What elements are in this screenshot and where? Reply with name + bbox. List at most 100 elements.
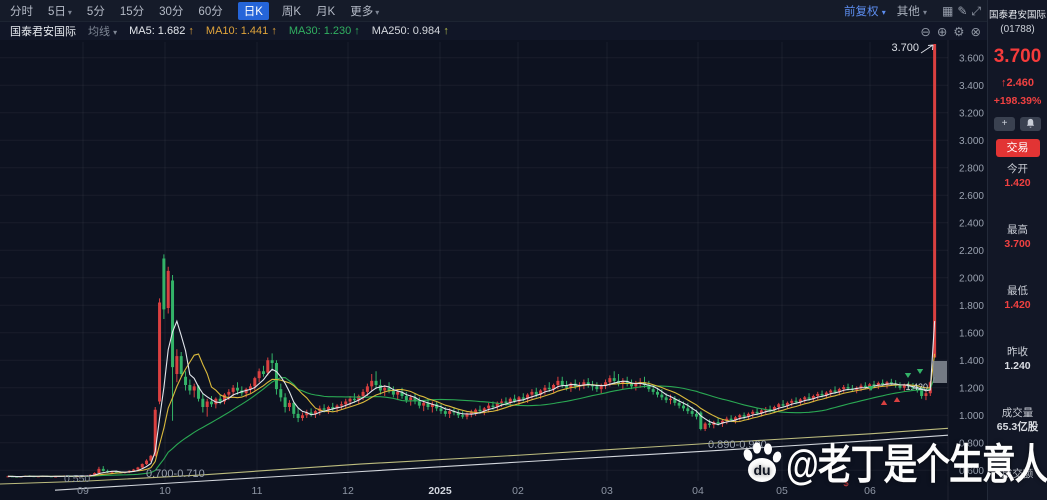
timeframe-tab-月K[interactable]: 月K	[316, 5, 336, 18]
timeframe-tab-更多[interactable]: 更多 ▾	[350, 5, 380, 18]
sidebar-stock-code: (01788)	[1000, 24, 1035, 35]
baidu-paw-icon: du	[743, 441, 782, 482]
svg-text:04: 04	[692, 485, 704, 497]
stat-label: 成交量	[1001, 407, 1034, 419]
svg-text:1.200: 1.200	[959, 383, 984, 394]
watermark: du @老丁是个生意人	[740, 431, 1047, 492]
zoom-in-icon[interactable]: ⊕	[936, 24, 948, 39]
ma30-line	[7, 377, 936, 478]
signal-marker	[867, 386, 875, 391]
svg-text:03: 03	[601, 485, 613, 497]
ma-value: MA250: 0.984 ↑	[371, 25, 449, 37]
up-arrow-icon: ↑	[271, 25, 277, 37]
stat-value: 1.240	[1004, 360, 1031, 372]
timeframe-tab-15分[interactable]: 15分	[119, 5, 145, 18]
add-watchlist-button[interactable]: +	[994, 117, 1015, 131]
stat-value: 1.420	[1004, 177, 1031, 189]
svg-text:3.000: 3.000	[959, 136, 984, 147]
chart-annotation: 0.890-0.900	[708, 439, 767, 451]
signal-marker	[880, 400, 888, 405]
stat-value: 1.420	[1004, 299, 1031, 311]
stat-label: 最低	[1007, 285, 1028, 297]
last-price: 3.700	[993, 46, 1042, 67]
signal-marker	[916, 369, 924, 374]
grid	[0, 22, 949, 500]
svg-text:2.800: 2.800	[959, 163, 984, 174]
timeframe-tab-30分[interactable]: 30分	[159, 5, 184, 18]
svg-text:2.000: 2.000	[959, 273, 984, 284]
svg-text:2.600: 2.600	[959, 191, 984, 202]
ma10-line	[7, 353, 936, 478]
trend-line	[54, 434, 949, 491]
svg-text:0.800: 0.800	[959, 438, 984, 449]
ma-legend-bar: 国泰君安国际 均线 ▾ MA5: 1.682 ↑ MA10: 1.441 ↑ MA3…	[0, 22, 987, 40]
trade-button[interactable]: 交易	[995, 139, 1040, 157]
ma-selector-dropdown[interactable]: 均线 ▾	[88, 26, 118, 38]
chevron-down-icon: ▾	[67, 7, 72, 17]
candles	[6, 44, 937, 478]
timeframe-tab-60分[interactable]: 60分	[198, 5, 223, 18]
chevron-down-icon: ▾	[375, 7, 380, 17]
quote-sidebar: 国泰君安国际 (01788) 3.700 ↑2.460 +198.39% + 交…	[987, 0, 1047, 500]
x-axis-labels: 09 10 11 12 2025 02 03 04 05 06	[77, 485, 876, 497]
chart-zoom-controls: ⊖ ⊕ ⚙ ⊗	[920, 24, 983, 39]
stat-label: 昨收	[1007, 346, 1028, 358]
expand-icon[interactable]: ⤢	[971, 3, 981, 18]
adjust-mode-dropdown[interactable]: 前复权 ▾	[844, 5, 886, 18]
ma5-line	[7, 319, 936, 478]
axis-position-box	[933, 361, 947, 383]
stat-label: 成交额	[1001, 468, 1034, 480]
signal-marker	[893, 397, 901, 402]
timeframe-tab-日K[interactable]: 日K	[237, 1, 269, 20]
ma-value: MA5: 1.682 ↑	[129, 25, 194, 37]
svg-text:1.800: 1.800	[959, 301, 984, 312]
svg-text:05: 05	[776, 485, 788, 497]
chart-annotation: 1.420	[905, 382, 928, 392]
timeframe-tab-5日[interactable]: 5日 ▾	[48, 5, 72, 18]
ma-value: MA30: 1.230 ↑	[288, 25, 360, 37]
svg-text:3.200: 3.200	[959, 108, 984, 119]
alert-bell-button[interactable]	[1020, 117, 1041, 131]
close-icon[interactable]: ⊗	[970, 24, 981, 39]
chevron-down-icon: ▾	[113, 28, 118, 37]
chart-annotation: 0.700-0.710	[146, 468, 205, 480]
timeframe-tab-分时[interactable]: 分时	[10, 5, 33, 18]
draw-tool-icon[interactable]: ✎	[957, 3, 968, 18]
y-axis-labels: 3.600 3.400 3.200 3.000 2.800 2.600 2.400 2.200…	[959, 53, 984, 477]
quote-stats: 今开 1.420 最高 3.700 最低 1.420 昨收 1.240 成交量 65.3亿股 成交额	[997, 163, 1038, 500]
svg-text:09: 09	[77, 485, 89, 497]
svg-text:du: du	[753, 462, 770, 478]
ma-value: MA10: 1.441 ↑	[205, 25, 277, 37]
grid-layout-icon[interactable]: ▦	[941, 3, 954, 18]
up-arrow-icon: ↑	[188, 25, 194, 37]
stat-label: 最高	[1007, 224, 1028, 236]
signal-marker	[904, 373, 912, 378]
sidebar-stock-name: 国泰君安国际	[988, 10, 1046, 21]
svg-text:06: 06	[864, 485, 876, 497]
svg-text:11: 11	[252, 485, 263, 497]
kline-chart[interactable]: 3.600 3.400 3.200 3.000 2.800 2.600 2.400 2.200…	[0, 0, 987, 500]
chevron-down-icon: ▾	[881, 7, 886, 17]
svg-text:2.200: 2.200	[959, 246, 984, 257]
timeframe-tab-5分[interactable]: 5分	[86, 5, 105, 18]
quote-stat-今开: 今开 1.420	[1004, 163, 1030, 190]
quote-stat-成交量: 成交量 65.3亿股	[997, 407, 1038, 434]
stat-value: 3.700	[1004, 238, 1031, 250]
svg-text:3.400: 3.400	[959, 81, 984, 92]
trend-line	[0, 427, 949, 485]
chart-stock-name: 国泰君安国际	[10, 26, 76, 38]
price-change-percent: +198.39%	[993, 95, 1042, 107]
toolbar-icons: ▦ ✎ ⤢	[938, 2, 981, 20]
chevron-down-icon: ▾	[922, 7, 927, 17]
timeframe-tab-周K[interactable]: 周K	[281, 5, 302, 18]
svg-text:1.000: 1.000	[959, 411, 984, 422]
other-dropdown[interactable]: 其他 ▾	[896, 5, 927, 18]
timeframe-tabs: 分时 5日 ▾ 5分 15分 30分 60分 日K 周K 月K 更多 ▾	[10, 1, 394, 20]
svg-text:02: 02	[512, 485, 524, 497]
stat-value: 65.3亿股	[996, 421, 1039, 433]
quote-stat-最低: 最低 1.420	[1004, 285, 1030, 312]
zoom-out-icon[interactable]: ⊖	[920, 24, 931, 39]
up-arrow-icon: ↑	[354, 25, 360, 37]
chart-annotation: 3.700	[891, 42, 919, 54]
settings-icon[interactable]: ⚙	[953, 24, 965, 39]
